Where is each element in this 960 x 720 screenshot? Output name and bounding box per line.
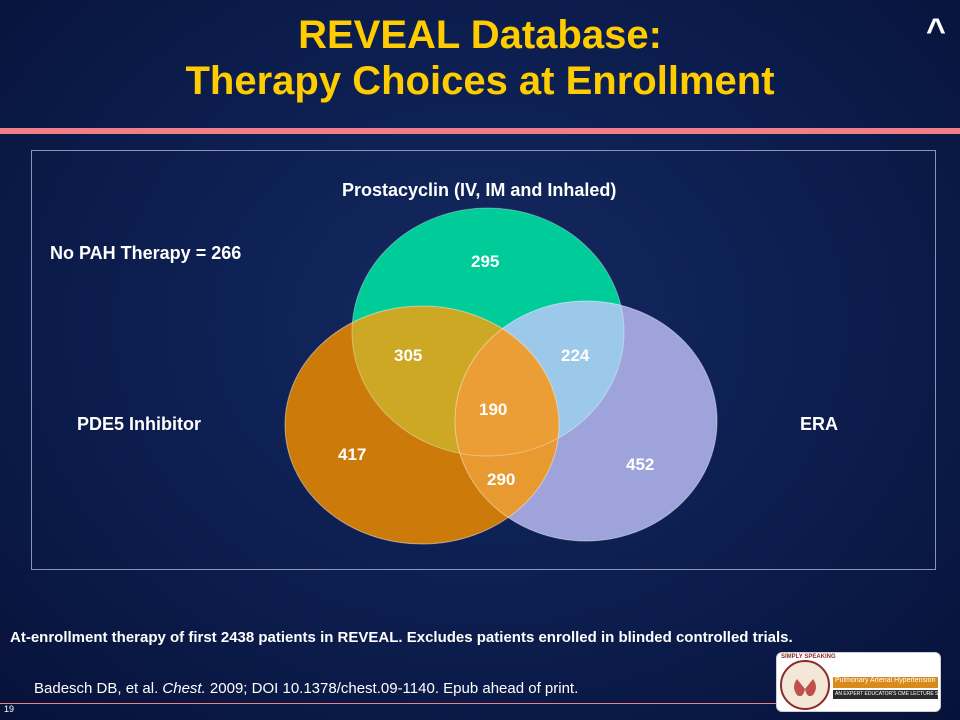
no-therapy-label: No PAH Therapy = 266	[50, 243, 242, 263]
logo-brand: SIMPLY SPEAKING	[781, 654, 836, 660]
citation: Badesch DB, et al. Chest. 2009; DOI 10.1…	[34, 680, 578, 697]
citation-details: 2009; DOI 10.1378/chest.09-1140. Epub ah…	[205, 680, 579, 697]
pde5-outline	[284, 305, 560, 545]
diagram-panel	[31, 150, 936, 570]
title-divider	[0, 128, 960, 134]
value-era-only: 452	[626, 455, 655, 474]
value-prostacyclin-only: 295	[471, 252, 500, 271]
footnote: At-enrollment therapy of first 2438 pati…	[10, 629, 793, 646]
value-prostacyclin-era: 224	[561, 346, 590, 365]
slide-title-line1: REVEAL Database:	[298, 13, 662, 57]
prostacyclin-label: Prostacyclin (IV, IM and Inhaled)	[342, 180, 617, 200]
logo-subtitle: Pulmonary Arterial Hypertension	[835, 677, 936, 684]
era-label: ERA	[800, 414, 839, 434]
value-pde5-only: 417	[338, 445, 367, 464]
prostacyclin-outline	[351, 207, 625, 457]
citation-journal: Chest.	[162, 680, 206, 697]
pde5-label: PDE5 Inhibitor	[77, 414, 202, 434]
simply-speaking-logo: SIMPLY SPEAKING Pulmonary Arterial Hyper…	[776, 652, 941, 712]
citation-authors: Badesch DB, et al.	[34, 680, 163, 697]
logo-graphic	[780, 660, 938, 710]
slide-title: REVEAL Database: Therapy Choices at Enro…	[0, 12, 960, 104]
footer-divider	[0, 703, 780, 704]
value-prostacyclin-pde5: 305	[394, 346, 423, 365]
caret-icon: ^	[926, 12, 946, 50]
slide-number: 19	[4, 704, 15, 714]
logo-tagline: AN EXPERT EDUCATOR'S CME LECTURE SERIES	[835, 691, 939, 697]
value-pde5-era: 290	[487, 470, 516, 489]
era-outline	[454, 300, 718, 542]
slide-title-line2: Therapy Choices at Enrollment	[185, 59, 775, 103]
value-all-three: 190	[479, 400, 508, 419]
